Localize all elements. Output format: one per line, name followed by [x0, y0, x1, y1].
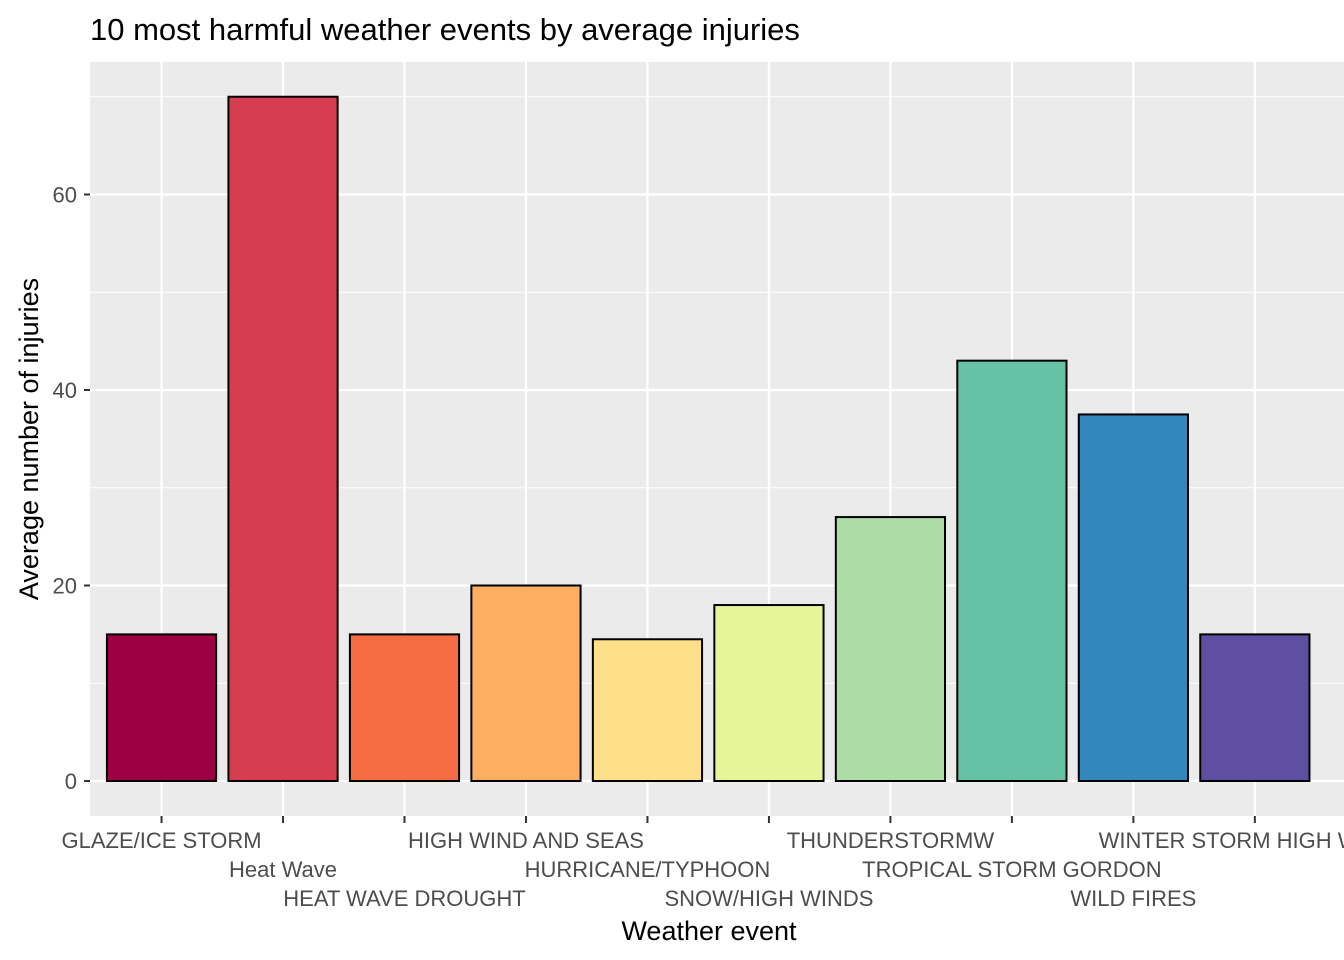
bar-wild-fires: [1077, 413, 1189, 782]
y-tick-label: 20: [53, 574, 77, 599]
x-tick-label: Heat Wave: [229, 857, 337, 882]
y-axis: 0 20 40 60: [53, 183, 90, 794]
bar-glaze-ice-storm: [105, 633, 218, 782]
x-tick-label: HIGH WIND AND SEAS: [408, 828, 644, 853]
bar-hurricane-typhoon: [591, 638, 704, 783]
x-tick-label: TROPICAL STORM GORDON: [862, 857, 1161, 882]
bar-heat-wave-drought: [348, 633, 461, 782]
y-tick-label: 0: [65, 769, 77, 794]
x-axis: GLAZE/ICE STORM Heat Wave HEAT WAVE DROUGH…: [62, 816, 1344, 911]
y-tick-label: 60: [53, 183, 77, 208]
bar-thunderstormw: [834, 516, 947, 782]
bars-group: [105, 95, 1311, 783]
x-tick-label: WILD FIRES: [1070, 886, 1196, 911]
bar-winter-storm-high-winds: [1199, 633, 1311, 782]
x-tick-label: GLAZE/ICE STORM: [62, 828, 262, 853]
bar-heat-wave: [227, 95, 339, 782]
x-axis-title: Weather event: [621, 916, 797, 946]
y-axis-title: Average number of injuries: [14, 278, 44, 600]
x-tick-label: THUNDERSTORMW: [787, 828, 995, 853]
x-tick-label: SNOW/HIGH WINDS: [664, 886, 873, 911]
x-tick-label: HURRICANE/TYPHOON: [525, 857, 771, 882]
x-tick-label: HEAT WAVE DROUGHT: [283, 886, 525, 911]
y-tick-label: 40: [53, 378, 77, 403]
bar-high-wind-and-seas: [470, 584, 582, 782]
bar-snow-high-winds: [713, 604, 825, 782]
bar-tropical-storm-gordon: [956, 359, 1068, 782]
x-tick-label: WINTER STORM HIGH WINDS: [1099, 828, 1344, 853]
chart-title: 10 most harmful weather events by averag…: [90, 12, 800, 47]
